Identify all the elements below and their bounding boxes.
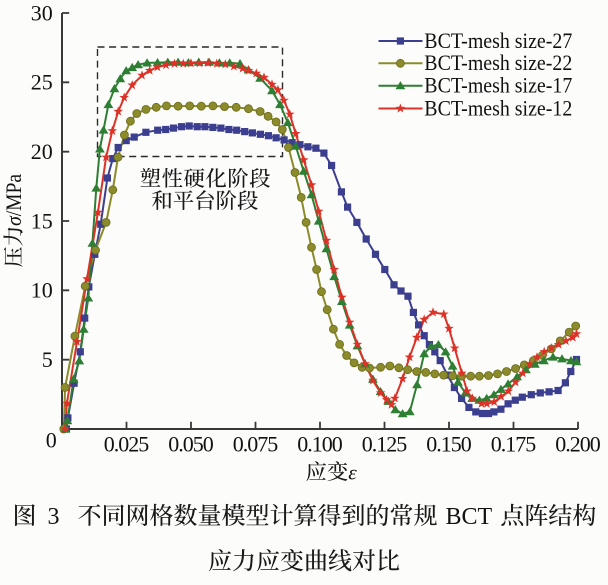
svg-text:BCT-mesh size-12: BCT-mesh size-12	[424, 95, 572, 120]
svg-text:0: 0	[46, 428, 57, 453]
svg-text:30: 30	[31, 0, 53, 25]
svg-text:20: 20	[31, 139, 53, 164]
svg-text:25: 25	[31, 70, 53, 95]
svg-text:0.125: 0.125	[362, 432, 408, 457]
svg-text:5: 5	[42, 347, 53, 372]
svg-text:0.075: 0.075	[233, 432, 279, 457]
svg-text:0.100: 0.100	[297, 432, 343, 457]
svg-text:3: 3	[48, 504, 60, 530]
svg-text:σ/MPa: σ/MPa	[1, 174, 26, 226]
svg-text:0.150: 0.150	[426, 432, 472, 457]
svg-text:BCT-mesh size-17: BCT-mesh size-17	[424, 73, 572, 98]
svg-text:0.025: 0.025	[104, 432, 150, 457]
svg-text:ε: ε	[348, 460, 357, 484]
svg-text:0.200: 0.200	[555, 432, 601, 457]
svg-text:0.050: 0.050	[168, 432, 214, 457]
svg-text:BCT: BCT	[446, 504, 493, 530]
svg-text:0.175: 0.175	[491, 432, 537, 457]
svg-text:BCT-mesh size-22: BCT-mesh size-22	[424, 50, 572, 75]
svg-text:10: 10	[31, 278, 53, 303]
svg-text:BCT-mesh size-27: BCT-mesh size-27	[424, 28, 572, 53]
svg-text:15: 15	[31, 208, 53, 233]
